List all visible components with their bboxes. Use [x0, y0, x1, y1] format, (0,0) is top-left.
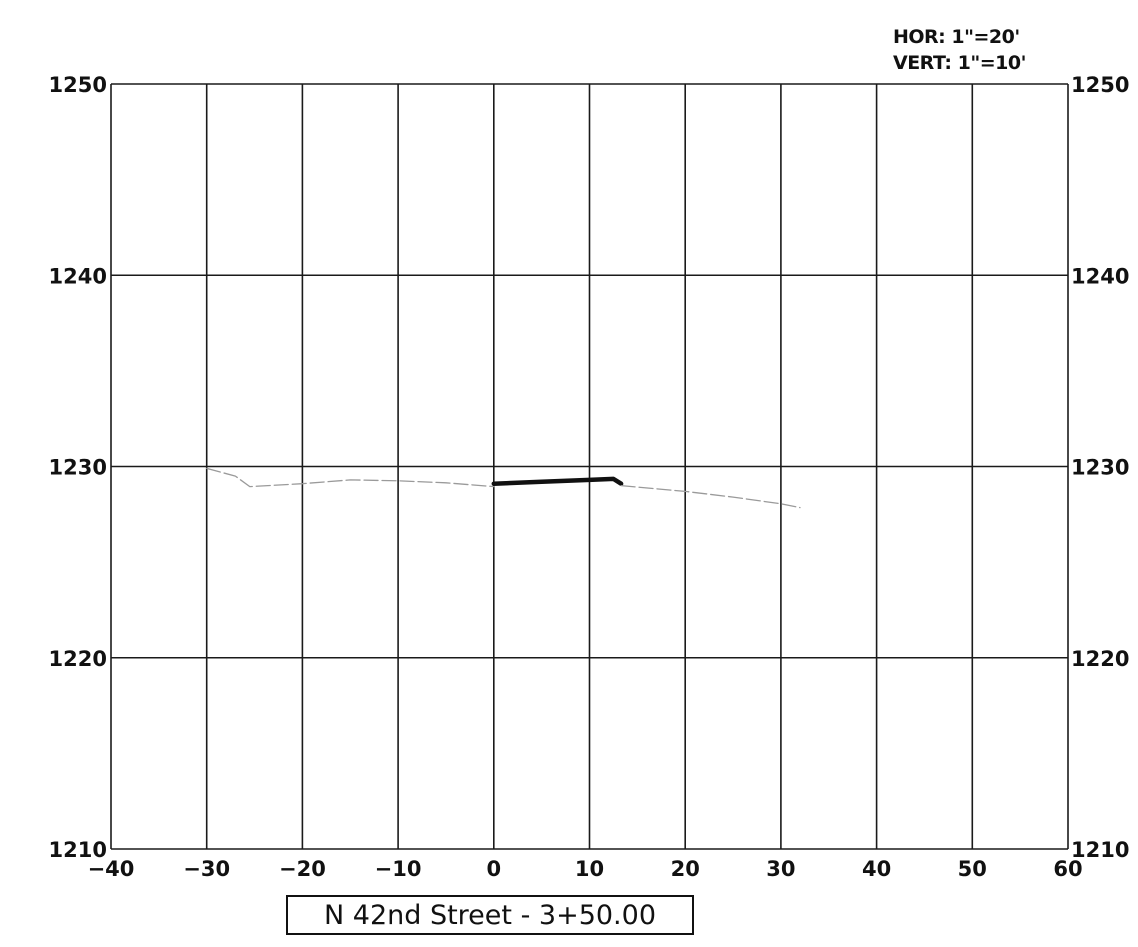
x-tick-label: 20: [671, 857, 700, 881]
series-line-ground: [206, 467, 495, 488]
x-tick-label: −40: [88, 857, 135, 881]
x-tick-label: −30: [183, 857, 230, 881]
section-title: N 42nd Street - 3+50.00: [286, 895, 694, 935]
y-tick-label-right: 1230: [1071, 456, 1129, 480]
x-tick-label: 60: [1053, 857, 1082, 881]
grid: [110, 83, 1069, 850]
x-tick-label: −10: [375, 857, 422, 881]
y-tick-label-left: 1230: [49, 456, 107, 480]
x-tick-label: 10: [575, 857, 604, 881]
vertical-scale-note: VERT: 1"=10': [893, 52, 1026, 74]
horizontal-scale-note: HOR: 1"=20': [893, 26, 1020, 48]
series-layer: [206, 467, 801, 509]
x-tick-label: 40: [862, 857, 891, 881]
series-line-ground: [620, 484, 801, 509]
x-tick-label: −20: [279, 857, 326, 881]
y-tick-label-right: 1240: [1071, 264, 1129, 288]
series-line-surface: [491, 476, 624, 486]
y-tick-label-left: 1210: [49, 838, 107, 862]
y-tick-label-left: 1220: [49, 647, 107, 671]
tick-labels: −40 −30 −20 −10 0 10 20 30 40 50 60121012201230124…: [49, 73, 1130, 881]
x-tick-label: 50: [958, 857, 987, 881]
x-tick-label: 30: [766, 857, 795, 881]
y-tick-label-right: 1250: [1071, 73, 1129, 97]
x-tick-label: 0: [486, 857, 501, 881]
y-tick-label-right: 1210: [1071, 838, 1129, 862]
y-tick-label-left: 1240: [49, 264, 107, 288]
y-tick-label-left: 1250: [49, 73, 107, 97]
y-tick-label-right: 1220: [1071, 647, 1129, 671]
